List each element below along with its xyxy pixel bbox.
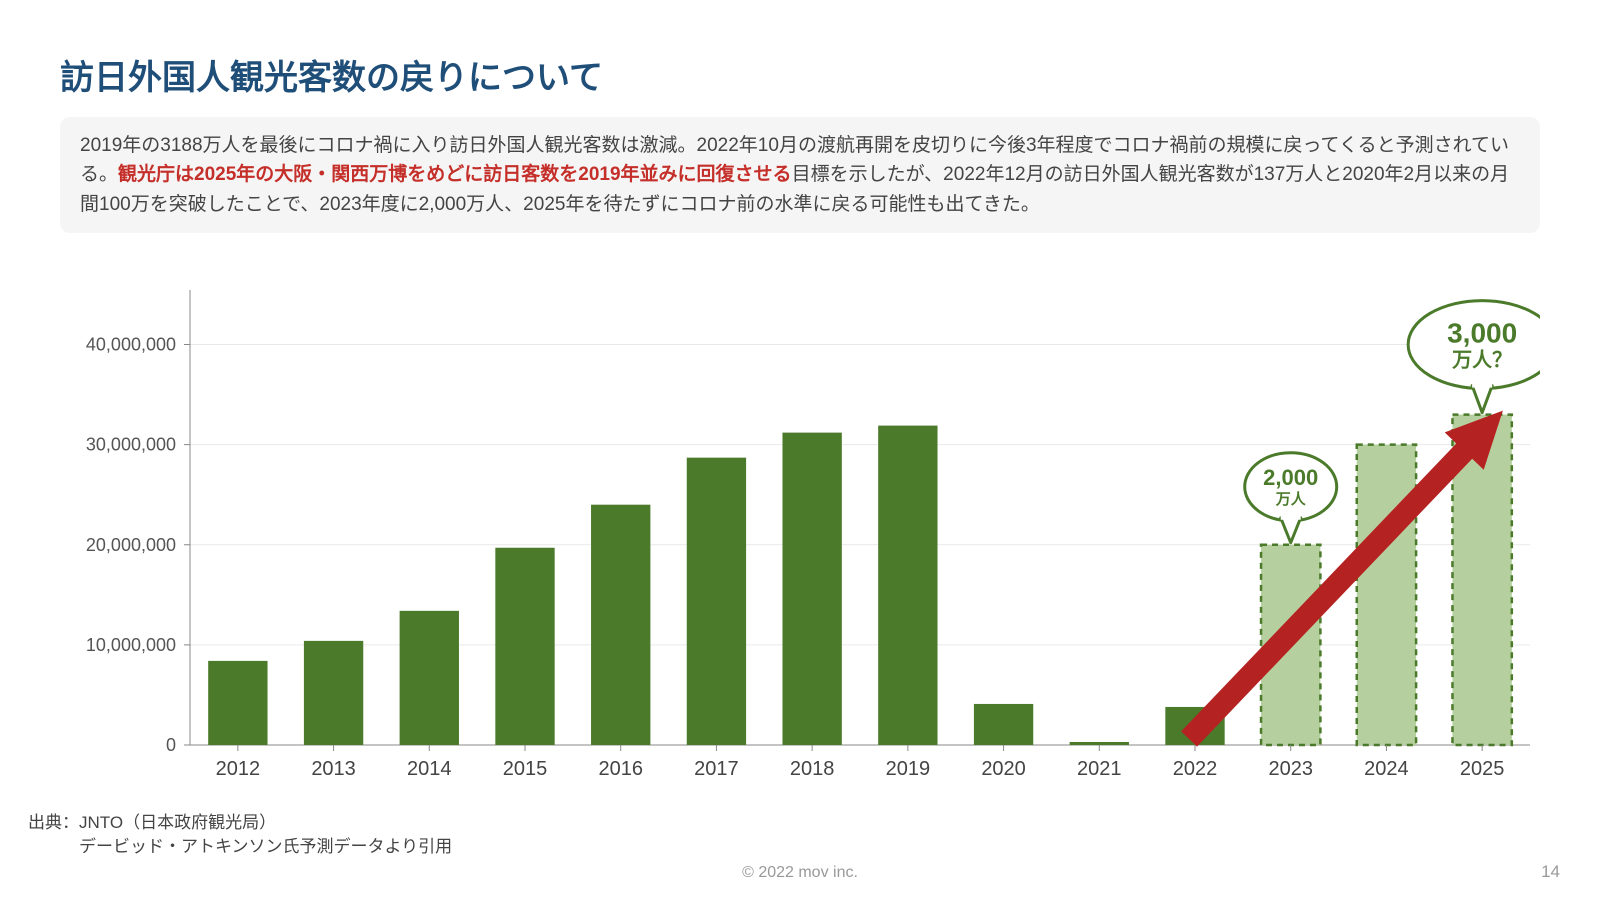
chart-container: 0 10,000,000 20,000,000 30,000,000 40,000,00… xyxy=(60,270,1540,790)
svg-text:2,000: 2,000 xyxy=(1263,465,1318,490)
source-line-2: デービッド・アトキンソン氏予測データより引用 xyxy=(28,835,452,860)
footer-copyright: © 2022 mov inc. xyxy=(0,864,1600,882)
slide-root: 訪日外国人観光客数の戻りについて 2019年の3188万人を最後にコロナ禍に入り… xyxy=(0,0,1600,900)
description-highlight: 観光庁は2025年の大阪・関西万博をめどに訪日客数を2019年並みに回復させる xyxy=(118,164,792,185)
svg-text:2021: 2021 xyxy=(1077,758,1122,780)
source-citation: 出典：JNTO（日本政府観光局） デービッド・アトキンソン氏予測データより引用 xyxy=(28,811,452,860)
svg-text:30,000,000: 30,000,000 xyxy=(86,435,176,455)
slide-title: 訪日外国人観光客数の戻りについて xyxy=(60,50,1540,99)
page-number: 14 xyxy=(1541,862,1560,882)
svg-text:2023: 2023 xyxy=(1268,758,1313,780)
svg-text:万人: 万人 xyxy=(1275,491,1307,508)
svg-text:万人？: 万人？ xyxy=(1451,349,1512,372)
svg-text:2018: 2018 xyxy=(790,758,835,780)
svg-text:2013: 2013 xyxy=(311,758,356,780)
svg-text:2025: 2025 xyxy=(1460,758,1505,780)
svg-text:2015: 2015 xyxy=(503,758,548,780)
svg-text:0: 0 xyxy=(166,735,176,755)
svg-text:2022: 2022 xyxy=(1173,758,1218,780)
svg-text:2024: 2024 xyxy=(1364,758,1409,780)
source-line-1: 出典：JNTO（日本政府観光局） xyxy=(28,811,452,836)
svg-text:2014: 2014 xyxy=(407,758,452,780)
svg-text:2012: 2012 xyxy=(216,758,261,780)
bar-chart: 0 10,000,000 20,000,000 30,000,000 40,000,00… xyxy=(60,270,1540,790)
svg-text:20,000,000: 20,000,000 xyxy=(86,535,176,555)
svg-text:2016: 2016 xyxy=(598,758,643,780)
svg-text:3,000: 3,000 xyxy=(1447,318,1517,349)
svg-text:2019: 2019 xyxy=(886,758,931,780)
svg-text:10,000,000: 10,000,000 xyxy=(86,635,176,655)
svg-text:2020: 2020 xyxy=(981,758,1026,780)
svg-text:2017: 2017 xyxy=(694,758,739,780)
svg-text:40,000,000: 40,000,000 xyxy=(86,335,176,355)
description-box: 2019年の3188万人を最後にコロナ禍に入り訪日外国人観光客数は激減。2022… xyxy=(60,117,1540,233)
